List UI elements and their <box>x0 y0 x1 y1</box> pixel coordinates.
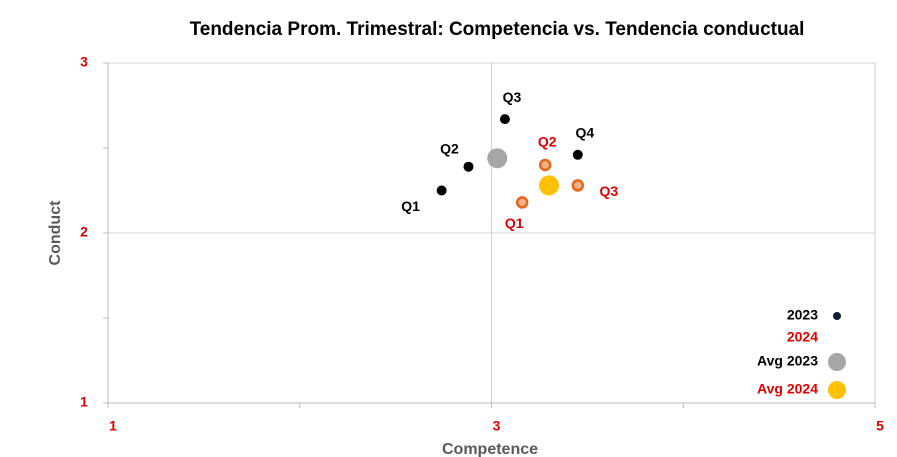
point-label: Q3 <box>503 89 522 105</box>
legend-label: Avg 2023 <box>757 353 818 369</box>
point <box>487 148 508 169</box>
x-tick-label: 1 <box>109 418 117 434</box>
y-tick-label: 1 <box>80 394 88 410</box>
point <box>463 161 474 172</box>
point-label: Q4 <box>575 125 594 141</box>
point <box>572 149 583 160</box>
point-label: Q1 <box>505 215 524 231</box>
point-label: Q2 <box>538 134 557 150</box>
legend-marker <box>828 353 846 371</box>
point-label: Q2 <box>440 140 459 156</box>
legend-marker <box>833 312 841 320</box>
point-label: Q3 <box>599 183 618 199</box>
y-axis-label: Conduct <box>47 200 64 266</box>
y-tick-label: 3 <box>80 54 88 70</box>
point <box>571 179 585 192</box>
point <box>539 175 560 196</box>
point <box>499 114 510 125</box>
x-tick-label: 3 <box>493 418 501 434</box>
legend-marker <box>828 381 846 399</box>
x-axis-label: Competence <box>442 441 538 457</box>
point-label: Q1 <box>401 198 420 214</box>
x-tick-label: 5 <box>876 418 884 434</box>
y-tick-label: 2 <box>80 224 88 240</box>
point <box>436 185 447 196</box>
point <box>538 158 552 172</box>
legend-label: 2023 <box>787 307 818 323</box>
chart-title: Tendencia Prom. Trimestral: Competencia … <box>190 19 805 40</box>
legend-label: 2024 <box>787 329 818 345</box>
point <box>515 196 529 209</box>
legend-label: Avg 2024 <box>757 381 818 397</box>
